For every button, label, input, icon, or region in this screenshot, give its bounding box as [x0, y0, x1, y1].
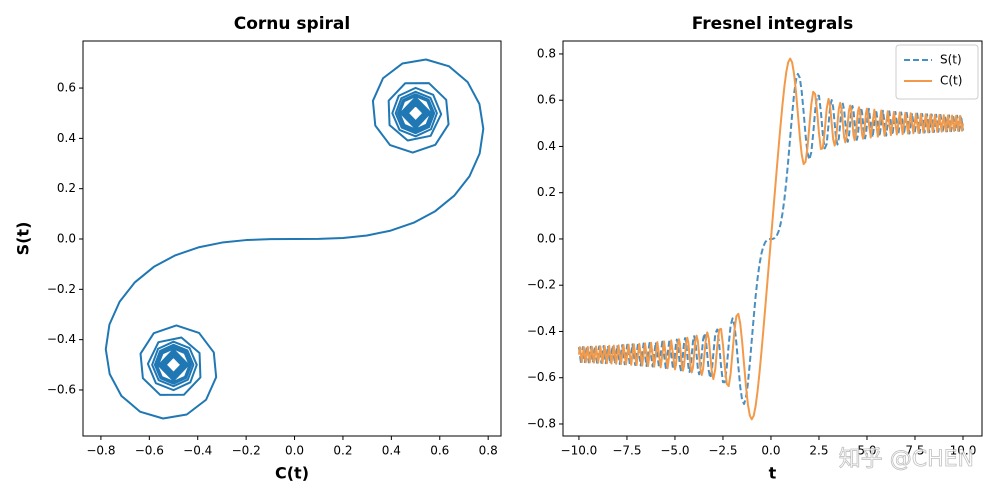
y-tick-label: 0.4 — [57, 131, 76, 145]
x-tick-label: 0.6 — [430, 444, 449, 458]
axes-frame — [562, 40, 983, 437]
y-tick-label: −0.6 — [527, 370, 556, 384]
x-tick-label: −10.0 — [561, 444, 598, 458]
x-tick-label: −5.0 — [660, 444, 689, 458]
y-tick-label: 0.2 — [57, 181, 76, 195]
x-tick-label: −7.5 — [612, 444, 641, 458]
legend-label: S(t) — [940, 53, 962, 67]
y-tick-label: −0.4 — [47, 332, 76, 346]
chart-title: Cornu spiral — [234, 14, 350, 34]
y-tick-label: −0.2 — [527, 278, 556, 292]
chart-title: Fresnel integrals — [692, 14, 854, 34]
x-tick-label: 0.8 — [479, 444, 498, 458]
x-tick-label: −0.2 — [232, 444, 261, 458]
y-tick-label: −0.8 — [527, 416, 556, 430]
x-tick-label: −2.5 — [708, 444, 737, 458]
x-tick-label: 0.2 — [333, 444, 352, 458]
x-tick-label: 0.4 — [382, 444, 401, 458]
y-tick-label: 0.0 — [537, 231, 556, 245]
x-tick-label: −0.6 — [135, 444, 164, 458]
y-tick-label: −0.4 — [527, 324, 556, 338]
y-tick-label: 0.8 — [537, 46, 556, 60]
x-tick-label: −0.8 — [86, 444, 115, 458]
legend-box — [895, 44, 979, 100]
x-axis-label: t — [769, 464, 777, 483]
y-tick-label: 0.6 — [57, 81, 76, 95]
x-tick-label: 0.0 — [761, 444, 780, 458]
y-tick-label: 0.4 — [537, 139, 556, 153]
x-tick-label: 0.0 — [285, 444, 304, 458]
data-line — [577, 57, 964, 421]
axes-frame — [82, 40, 502, 437]
y-tick-label: −0.6 — [47, 382, 76, 396]
x-tick-label: 2.5 — [809, 444, 828, 458]
x-tick-label: 5.0 — [857, 444, 876, 458]
y-axis-label: S(t) — [14, 222, 33, 256]
y-tick-label: 0.6 — [537, 93, 556, 107]
x-tick-label: −0.4 — [183, 444, 212, 458]
watermark: 知乎 @CHEN — [839, 447, 974, 472]
x-axis-label: C(t) — [275, 464, 309, 483]
data-line — [104, 58, 485, 420]
x-tick-label: 10.0 — [950, 444, 977, 458]
y-tick-label: 0.2 — [537, 185, 556, 199]
legend-label: C(t) — [940, 74, 962, 88]
y-tick-label: 0.0 — [57, 232, 76, 246]
y-tick-label: −0.2 — [47, 282, 76, 296]
x-tick-label: 7.5 — [905, 444, 924, 458]
